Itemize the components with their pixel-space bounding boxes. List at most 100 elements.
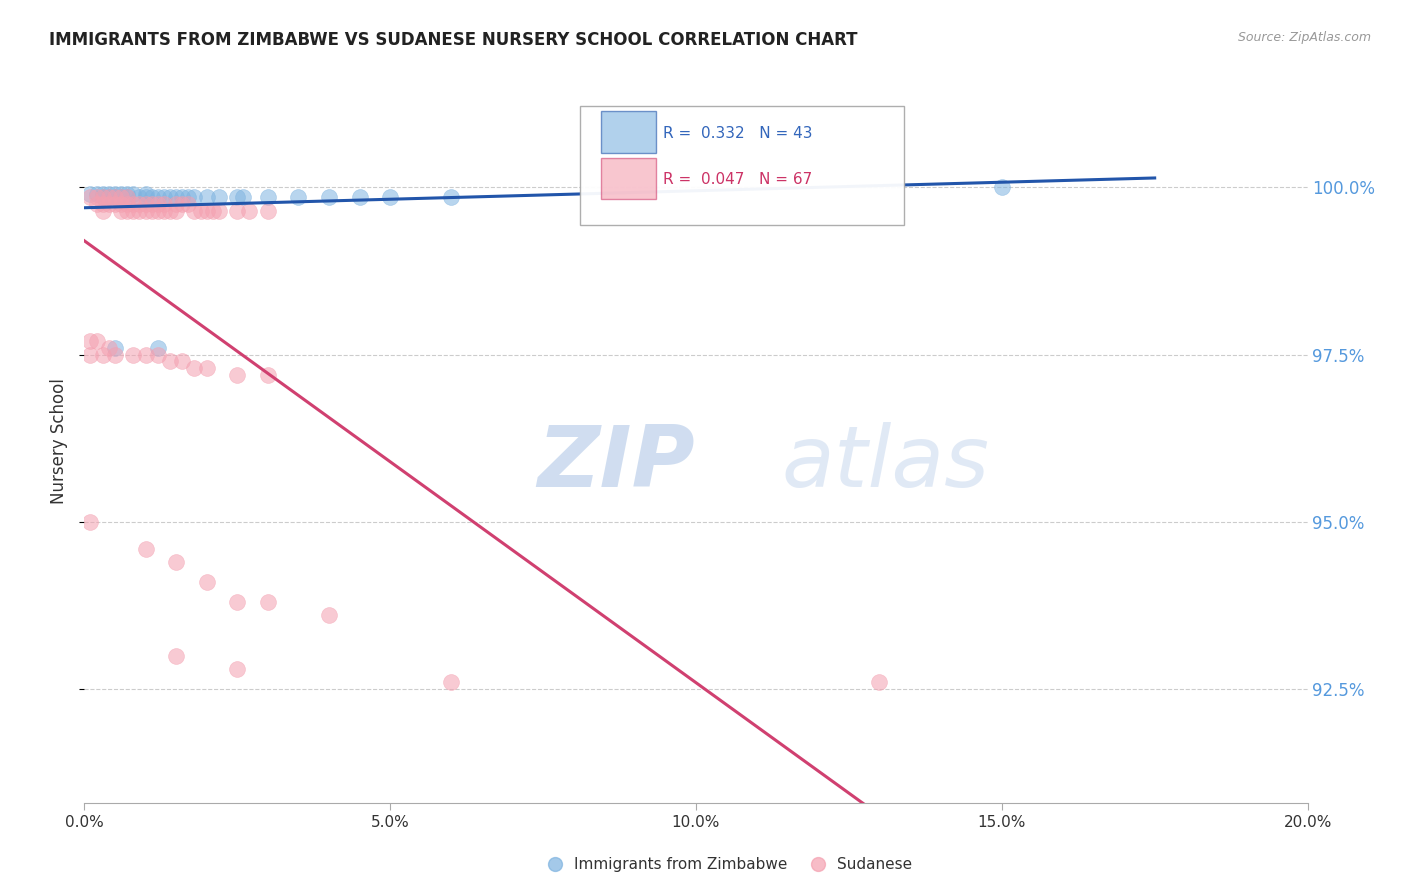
Point: [128, 197, 150, 211]
Text: R =  0.332   N = 43: R = 0.332 N = 43: [664, 126, 813, 141]
Point: [165, 555, 187, 569]
Point: [115, 187, 138, 202]
Point: [159, 190, 181, 204]
Point: [318, 190, 340, 204]
Point: [146, 348, 169, 362]
FancyBboxPatch shape: [579, 105, 904, 225]
Point: [86, 190, 108, 204]
Point: [190, 203, 212, 218]
Point: [172, 190, 194, 204]
Point: [141, 197, 163, 211]
Point: [79, 190, 101, 204]
Point: [159, 354, 181, 368]
Point: [104, 341, 127, 355]
Point: [110, 187, 132, 202]
Point: [91, 348, 114, 362]
Point: [226, 190, 249, 204]
Point: [201, 203, 224, 218]
Point: [183, 190, 205, 204]
Point: [104, 348, 127, 362]
Point: [122, 203, 145, 218]
Point: [79, 187, 101, 202]
Point: [91, 190, 114, 204]
Point: [349, 190, 371, 204]
Point: [257, 203, 280, 218]
Point: [79, 334, 101, 349]
Point: [991, 180, 1014, 194]
Text: ZIP: ZIP: [537, 422, 695, 505]
Point: [287, 190, 309, 204]
Point: [159, 203, 181, 218]
Point: [208, 190, 231, 204]
Point: [238, 203, 260, 218]
FancyBboxPatch shape: [600, 158, 655, 200]
Point: [226, 662, 249, 676]
Point: [165, 190, 187, 204]
Text: IMMIGRANTS FROM ZIMBABWE VS SUDANESE NURSERY SCHOOL CORRELATION CHART: IMMIGRANTS FROM ZIMBABWE VS SUDANESE NUR…: [49, 31, 858, 49]
Point: [135, 203, 157, 218]
Text: Sudanese: Sudanese: [837, 856, 911, 871]
Point: [91, 203, 114, 218]
Point: [165, 197, 187, 211]
Point: [110, 190, 132, 204]
Point: [141, 190, 163, 204]
FancyBboxPatch shape: [600, 111, 655, 153]
Point: [440, 675, 463, 690]
Point: [115, 203, 138, 218]
Point: [115, 190, 138, 204]
Point: [104, 190, 127, 204]
Point: [128, 190, 150, 204]
Point: [91, 197, 114, 211]
Point: [380, 190, 402, 204]
Point: [153, 190, 176, 204]
Point: [232, 190, 254, 204]
Point: [91, 187, 114, 202]
Point: [135, 348, 157, 362]
Point: [226, 368, 249, 382]
Point: [440, 190, 463, 204]
Point: [195, 190, 218, 204]
Point: [146, 341, 169, 355]
Point: [122, 187, 145, 202]
Point: [153, 203, 176, 218]
Point: [195, 203, 218, 218]
Point: [146, 203, 169, 218]
Y-axis label: Nursery School: Nursery School: [49, 378, 67, 505]
Point: [104, 190, 127, 204]
Point: [115, 197, 138, 211]
Point: [146, 190, 169, 204]
Point: [79, 348, 101, 362]
Point: [122, 197, 145, 211]
Point: [135, 187, 157, 202]
Point: [318, 608, 340, 623]
Text: Immigrants from Zimbabwe: Immigrants from Zimbabwe: [574, 856, 787, 871]
Point: [183, 361, 205, 376]
Point: [146, 197, 169, 211]
Point: [79, 515, 101, 529]
Point: [104, 187, 127, 202]
Point: [226, 595, 249, 609]
Point: [172, 354, 194, 368]
Point: [257, 595, 280, 609]
Point: [177, 197, 200, 211]
Point: [257, 368, 280, 382]
Text: atlas: atlas: [782, 422, 990, 505]
Point: [128, 203, 150, 218]
Point: [97, 197, 120, 211]
Point: [97, 190, 120, 204]
Point: [165, 203, 187, 218]
Point: [86, 197, 108, 211]
Point: [177, 190, 200, 204]
Point: [183, 203, 205, 218]
Point: [110, 197, 132, 211]
Point: [122, 348, 145, 362]
Point: [91, 190, 114, 204]
Point: [195, 575, 218, 590]
Point: [257, 190, 280, 204]
Point: [97, 190, 120, 204]
Point: [869, 675, 891, 690]
Point: [104, 197, 127, 211]
Point: [115, 190, 138, 204]
Point: [172, 197, 194, 211]
Point: [110, 190, 132, 204]
